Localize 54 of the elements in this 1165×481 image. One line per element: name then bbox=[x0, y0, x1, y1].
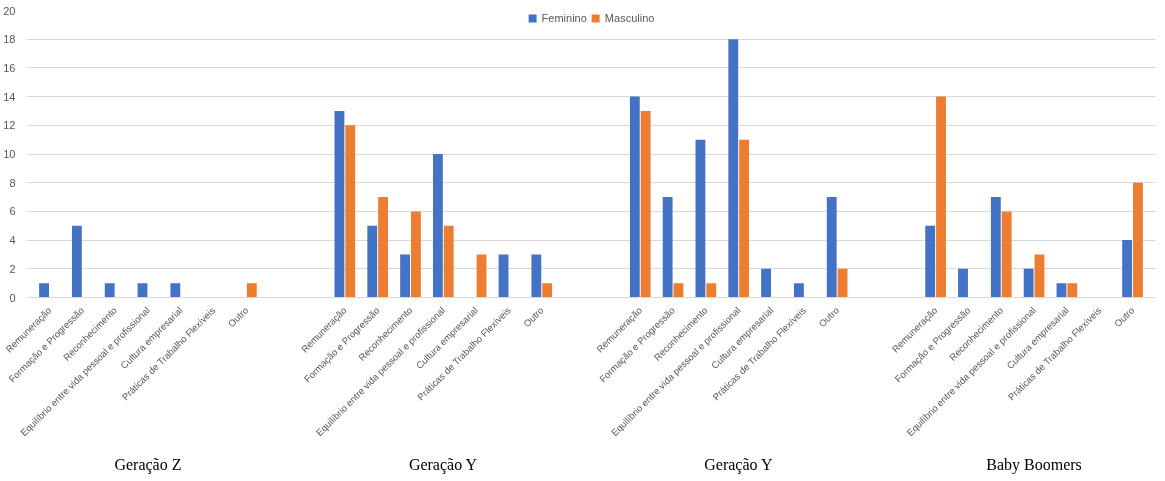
bar bbox=[629, 96, 640, 298]
bar bbox=[936, 96, 946, 298]
bar bbox=[662, 197, 673, 298]
bar bbox=[432, 154, 443, 298]
bar bbox=[410, 211, 421, 298]
y-tick-label: 8 bbox=[9, 176, 16, 189]
y-tick-label: 14 bbox=[3, 90, 16, 103]
bar bbox=[542, 283, 553, 298]
y-tick-label: 20 bbox=[3, 4, 16, 17]
bar bbox=[1067, 283, 1078, 298]
bar bbox=[531, 254, 542, 298]
y-tick-label: 4 bbox=[9, 234, 16, 247]
text: Baby Boomers bbox=[986, 455, 1082, 474]
bar bbox=[706, 283, 717, 298]
bar bbox=[695, 139, 706, 298]
y-tick-label: 16 bbox=[3, 61, 16, 74]
bar bbox=[826, 197, 837, 298]
bar bbox=[1122, 240, 1133, 298]
bar bbox=[378, 197, 389, 298]
bar bbox=[761, 268, 772, 298]
bar bbox=[1023, 268, 1034, 298]
bar bbox=[958, 268, 968, 298]
bar bbox=[71, 225, 82, 298]
bar bbox=[246, 283, 257, 298]
y-tick-label: 18 bbox=[3, 33, 16, 46]
bar bbox=[104, 283, 115, 298]
bar bbox=[345, 125, 356, 298]
bar bbox=[498, 254, 509, 298]
bar bbox=[367, 225, 378, 298]
legend-label: Masculino bbox=[604, 12, 655, 24]
bar bbox=[170, 283, 181, 298]
text: Geração Y bbox=[704, 455, 773, 474]
bar bbox=[739, 139, 750, 298]
bar bbox=[443, 225, 454, 298]
bar bbox=[1034, 254, 1045, 298]
bar bbox=[400, 254, 410, 298]
text: Geração Z bbox=[114, 455, 182, 474]
bar bbox=[476, 254, 487, 298]
y-tick-label: 12 bbox=[3, 119, 16, 132]
text: Geração Y bbox=[408, 455, 478, 474]
bar bbox=[793, 283, 804, 298]
y-tick-label: 6 bbox=[9, 205, 16, 218]
bar bbox=[1133, 182, 1143, 298]
bar bbox=[728, 39, 739, 298]
y-tick-label: 2 bbox=[9, 262, 16, 275]
bar bbox=[39, 283, 49, 298]
bar bbox=[990, 197, 1001, 298]
y-tick-label: 10 bbox=[3, 148, 16, 160]
bar bbox=[925, 225, 936, 298]
bar bbox=[1001, 211, 1012, 298]
bar bbox=[640, 110, 651, 298]
bar bbox=[334, 110, 345, 298]
legend-label: Feminino bbox=[541, 12, 587, 24]
y-tick-label: 0 bbox=[9, 291, 16, 304]
